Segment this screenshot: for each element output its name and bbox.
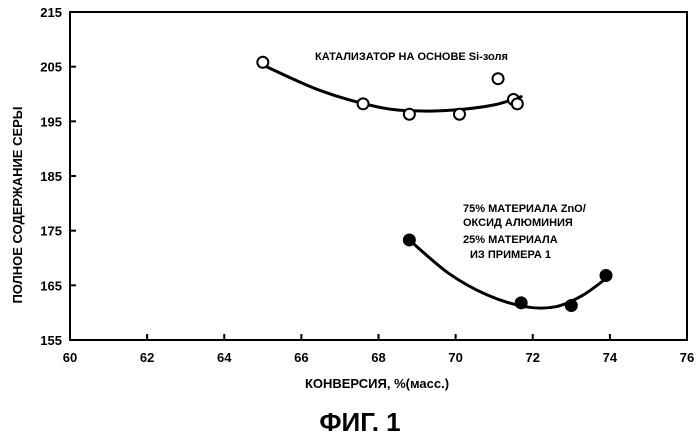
x-tick-label-4: 68 [371,350,385,365]
series-1-point-6 [512,98,523,109]
series-2-label-line-4: ИЗ ПРИМЕРА 1 [470,249,551,261]
x-tick-label-2: 64 [217,350,232,365]
y-tick-label-3: 185 [40,169,62,184]
y-tick-label-6: 215 [40,5,62,20]
series-1-point-1 [358,98,369,109]
series-2-point-1 [516,297,527,308]
x-tick-label-1: 62 [140,350,154,365]
figure-caption: ФИГ. 1 [319,407,400,437]
y-tick-label-0: 155 [40,333,62,348]
y-tick-label-2: 175 [40,224,62,239]
x-axis-label: КОНВЕРСИЯ, %(масс.) [305,376,449,391]
x-tick-label-3: 66 [294,350,308,365]
series-1-point-3 [454,109,465,120]
series-1-label: КАТАЛИЗАТОР НА ОСНОВЕ Si-золя [315,51,508,63]
trend-lines [263,65,610,308]
y-tick-label-4: 195 [40,114,62,129]
data-points [257,57,611,311]
series-2-point-3 [601,270,612,281]
series-1-trend-line [263,65,521,111]
series-1-point-4 [493,73,504,84]
series-2-label-line-3: 25% МАТЕРИАЛА [463,234,558,246]
series-2-label-line-1: 75% МАТЕРИАЛА ZnO/ [463,203,586,215]
series-2-point-2 [566,300,577,311]
y-tick-label-5: 205 [40,60,62,75]
x-tick-label-0: 60 [63,350,77,365]
x-tick-label-5: 70 [448,350,462,365]
y-axis-label: ПОЛНОЕ СОДЕРЖАНИЕ СЕРЫ [10,106,25,303]
series-1-point-2 [404,109,415,120]
series-1-point-0 [257,57,268,68]
x-tick-label-7: 74 [603,350,618,365]
x-ticks: 60 62 64 66 68 70 72 74 76 [63,334,694,365]
y-tick-label-1: 165 [40,278,62,293]
series-2-label-line-2: ОКСИД АЛЮМИНИЯ [463,217,573,229]
series-2-point-0 [404,234,415,245]
x-tick-label-8: 76 [680,350,694,365]
x-tick-label-6: 72 [526,350,540,365]
